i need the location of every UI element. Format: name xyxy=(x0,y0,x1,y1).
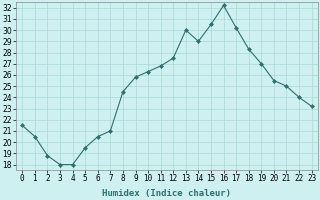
X-axis label: Humidex (Indice chaleur): Humidex (Indice chaleur) xyxy=(102,189,231,198)
